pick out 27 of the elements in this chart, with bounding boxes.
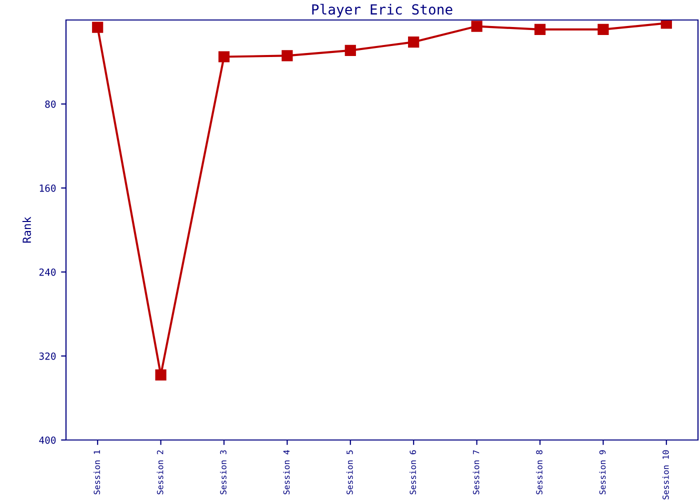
point	[660, 20, 672, 29]
x-tick-label: Session 6	[410, 450, 416, 494]
point	[534, 24, 546, 36]
y-tick-label: 400	[39, 436, 56, 444]
point	[408, 36, 420, 48]
point	[282, 50, 293, 62]
y-tick-label: 80	[45, 100, 56, 108]
x-tick-label: Session 10	[662, 450, 669, 500]
point	[344, 44, 356, 56]
x-tick-label: Session 3	[220, 450, 226, 494]
x-tick-label: Session 7	[472, 450, 480, 494]
x-tick-label: Session 5	[346, 450, 353, 494]
y-axis-title: Rank	[22, 216, 32, 243]
y-tick-label: 320	[39, 352, 56, 360]
x-tick-label: Session 1	[94, 450, 100, 494]
point	[598, 24, 609, 36]
y-tick-label: 160	[40, 184, 56, 192]
x-tick-label: Session 8	[536, 450, 542, 494]
y-tick-label: 240	[39, 268, 56, 276]
point	[471, 20, 482, 32]
x-tick-label: Session 2	[156, 450, 164, 494]
x-tick-label: Session 4	[283, 450, 290, 494]
x-tick-label: Session 9	[599, 450, 606, 494]
point	[155, 369, 166, 380]
point	[92, 22, 104, 33]
point	[218, 51, 230, 62]
chart-title: Player Eric Stone	[312, 4, 452, 18]
